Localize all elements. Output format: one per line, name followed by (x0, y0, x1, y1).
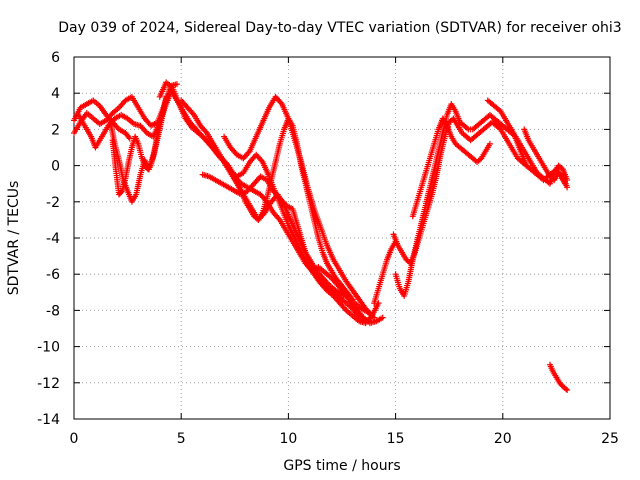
x-tick-label: 10 (279, 431, 297, 447)
chart-title: Day 039 of 2024, Sidereal Day-to-day VTE… (58, 20, 621, 36)
series-arc-17 (521, 126, 571, 191)
data-point (486, 140, 493, 147)
x-tick-label: 0 (70, 431, 79, 447)
data-point (348, 295, 355, 302)
data-point (564, 387, 571, 394)
series-arc-16 (484, 97, 530, 169)
series-arc-15 (409, 115, 493, 220)
data-point (161, 104, 168, 111)
y-tick-label: -6 (46, 267, 60, 283)
data-point (173, 81, 180, 88)
y-tick-label: -10 (37, 340, 60, 356)
series-arc-18 (546, 361, 571, 394)
data-marks (71, 79, 571, 394)
series-arc-14 (392, 101, 571, 299)
series-arc-8 (178, 97, 378, 321)
grid (74, 57, 610, 419)
y-axis-label: SDTVAR / TECUs (6, 181, 22, 296)
x-tick-label: 5 (177, 431, 186, 447)
y-tick-label: 4 (51, 86, 60, 102)
data-point (563, 386, 570, 393)
y-tick-label: -8 (46, 303, 60, 319)
data-point (564, 184, 571, 191)
x-tick-label: 25 (601, 431, 619, 447)
data-point (523, 162, 530, 169)
y-tick-label: -12 (37, 376, 60, 392)
x-axis: 0 5 10 15 20 25 (70, 57, 619, 447)
x-tick-label: 20 (494, 431, 512, 447)
y-tick-label: 0 (51, 159, 60, 175)
y-tick-label: -2 (46, 195, 60, 211)
data-point (118, 189, 125, 196)
series-arc-11 (233, 115, 356, 303)
series-arc-12 (371, 238, 399, 307)
x-tick-label: 15 (387, 431, 405, 447)
y-tick-label: -14 (37, 412, 60, 428)
y-tick-label: -4 (46, 231, 60, 247)
data-point (125, 134, 132, 141)
data-point (379, 314, 386, 321)
data-point (369, 312, 376, 319)
y-axis: -14 -12 -10 -8 -6 -4 -2 0 2 4 6 (37, 50, 610, 428)
series-arc-10 (221, 93, 376, 319)
y-tick-label: 6 (51, 50, 60, 66)
y-tick-label: 2 (51, 122, 60, 138)
data-point (163, 93, 170, 100)
x-axis-label: GPS time / hours (283, 458, 400, 474)
data-point (349, 296, 356, 303)
series-arc-5 (109, 104, 168, 198)
